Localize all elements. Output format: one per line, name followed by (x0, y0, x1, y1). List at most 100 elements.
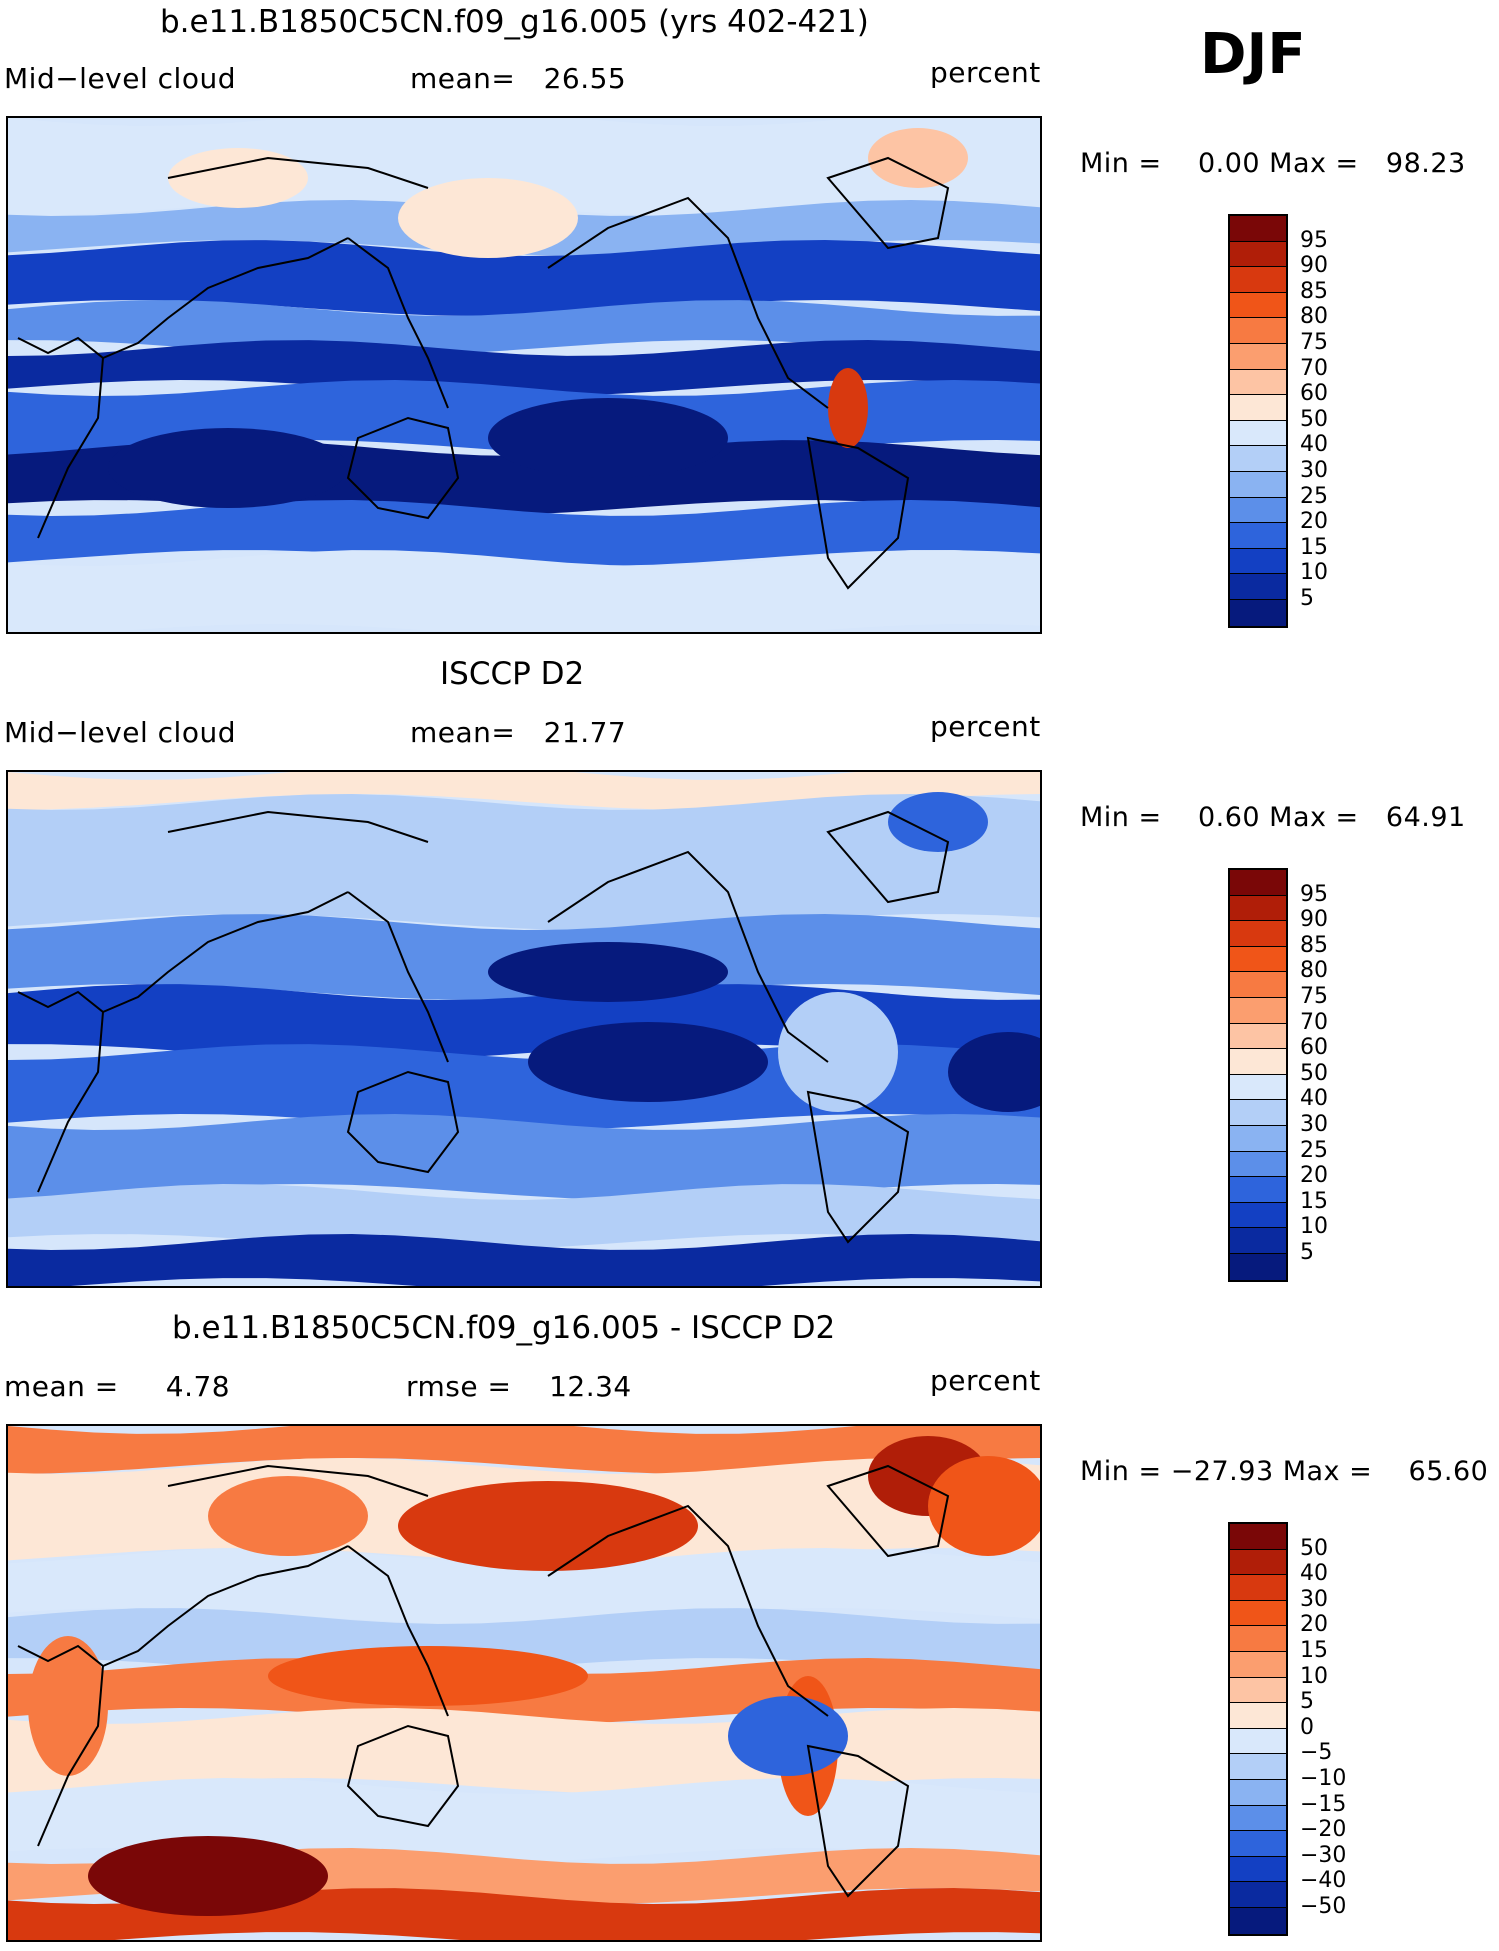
contour-band (8, 240, 1040, 316)
colorbar-tick-label: 30 (1300, 1586, 1328, 1612)
colorbar-swatch (1230, 599, 1286, 626)
contour-band (8, 1426, 1040, 1474)
colorbar-swatch (1230, 1524, 1286, 1550)
coastline (826, 1464, 950, 1558)
colorbar-tick-label: 15 (1300, 1188, 1328, 1214)
colorbar-tick-label: 75 (1300, 984, 1328, 1009)
colorbar (1228, 1522, 1288, 1936)
min-max-label: Min = 0.60 Max = 64.91 (1080, 802, 1466, 833)
colorbar-tick-label: 90 (1300, 253, 1328, 279)
colorbar-tick-label: 10 (1300, 560, 1328, 586)
colorbar-tick-label: 10 (1300, 1214, 1328, 1240)
map-plot (6, 116, 1042, 634)
colorbar-tick-label: 20 (1300, 509, 1328, 535)
map-plot (6, 1424, 1042, 1942)
contour-patch (168, 148, 308, 208)
coastline (102, 237, 349, 359)
coastline (347, 237, 449, 409)
coastline (346, 1724, 460, 1828)
colorbar-tick-label: 5 (1300, 1240, 1314, 1265)
colorbar-swatch (1230, 1651, 1286, 1678)
colorbar-swatch (1230, 1253, 1286, 1280)
colorbar-tick-label: 40 (1300, 1561, 1328, 1587)
colorbar-tick-label: 70 (1300, 355, 1328, 381)
colorbar-swatch (1230, 395, 1286, 421)
colorbar-tick-label: −30 (1300, 1842, 1347, 1868)
colorbar-swatch (1230, 997, 1286, 1024)
colorbar-swatch (1230, 1907, 1286, 1934)
contour-patch (208, 1476, 368, 1556)
colorbar-tick-label: −15 (1300, 1791, 1347, 1817)
colorbar-tick-label: 80 (1300, 304, 1328, 330)
colorbar-tick-label: 50 (1300, 1060, 1328, 1086)
colorbar-swatch (1230, 921, 1286, 947)
contour-band (8, 794, 1040, 930)
colorbar-tick-label: 70 (1300, 1009, 1328, 1035)
coastline (167, 1464, 429, 1497)
colorbar-swatch (1230, 946, 1286, 973)
colorbar-tick-label: 5 (1300, 586, 1314, 611)
colorbar-tick-label: 10 (1300, 1663, 1328, 1689)
colorbar-swatch (1230, 548, 1286, 575)
contour-patch (398, 178, 578, 258)
colorbar-swatch (1230, 1626, 1286, 1652)
mean-label: mean = 4.78 (4, 1370, 231, 1403)
contour-band (8, 550, 1040, 632)
colorbar-tick-label: 85 (1300, 932, 1328, 958)
colorbar-swatch (1230, 1856, 1286, 1883)
colorbar-swatch (1230, 1703, 1286, 1729)
colorbar-swatch (1230, 1831, 1286, 1857)
colorbar-swatch (1230, 471, 1286, 498)
colorbar-tick-label: −20 (1300, 1817, 1347, 1843)
colorbar-swatch (1230, 1728, 1286, 1755)
contour-band (8, 1184, 1040, 1250)
colorbar-tick-label: 80 (1300, 958, 1328, 984)
colorbar-swatch (1230, 420, 1286, 447)
min-max-label: Min = 0.00 Max = 98.23 (1080, 148, 1466, 179)
coastline (826, 156, 950, 250)
colorbar-tick-label: −10 (1300, 1766, 1347, 1791)
colorbar-swatch (1230, 1177, 1286, 1203)
colorbar-tick-label: 20 (1300, 1163, 1328, 1189)
contour-patch (268, 1646, 588, 1706)
units-label: percent (930, 1364, 1041, 1397)
coastline (347, 891, 449, 1063)
coastline (347, 1545, 449, 1717)
coastline (806, 1090, 910, 1244)
colorbar-tick-label: 25 (1300, 1137, 1328, 1163)
panel-title: ISCCP D2 (440, 656, 585, 692)
coastline (806, 436, 910, 590)
contour-patch (888, 792, 988, 852)
colorbar-swatch (1230, 267, 1286, 293)
coastline (826, 810, 950, 904)
variable-label: Mid−level cloud (4, 716, 236, 749)
contour-band (8, 772, 1040, 810)
colorbar-swatch (1230, 369, 1286, 396)
colorbar-swatch (1230, 292, 1286, 319)
colorbar-swatch (1230, 343, 1286, 370)
rmse-label: rmse = 12.34 (406, 1370, 632, 1403)
contour-patch (528, 1022, 768, 1102)
contour-patch (88, 1836, 328, 1916)
colorbar-tick-label: 15 (1300, 1638, 1328, 1663)
units-label: percent (930, 710, 1041, 743)
colorbar-tick-label: 20 (1300, 1612, 1328, 1638)
units-label: percent (930, 56, 1041, 89)
colorbar-swatch (1230, 1228, 1286, 1254)
colorbar-tick-label: 40 (1300, 1086, 1328, 1112)
colorbar-swatch (1230, 523, 1286, 549)
colorbar-tick-label: 40 (1300, 432, 1328, 458)
contour-band (8, 1608, 1040, 1674)
colorbar (1228, 868, 1288, 1282)
coastline (547, 196, 829, 409)
colorbar (1228, 214, 1288, 628)
colorbar-swatch (1230, 1600, 1286, 1627)
variable-label: Mid−level cloud (4, 62, 236, 95)
coastline (102, 1545, 349, 1667)
colorbar-swatch (1230, 1549, 1286, 1576)
colorbar-swatch (1230, 1100, 1286, 1126)
coastline (346, 1070, 460, 1174)
colorbar-swatch (1230, 1754, 1286, 1780)
min-max-label: Min = −27.93 Max = 65.60 (1080, 1456, 1489, 1487)
contour-patch (488, 398, 728, 478)
